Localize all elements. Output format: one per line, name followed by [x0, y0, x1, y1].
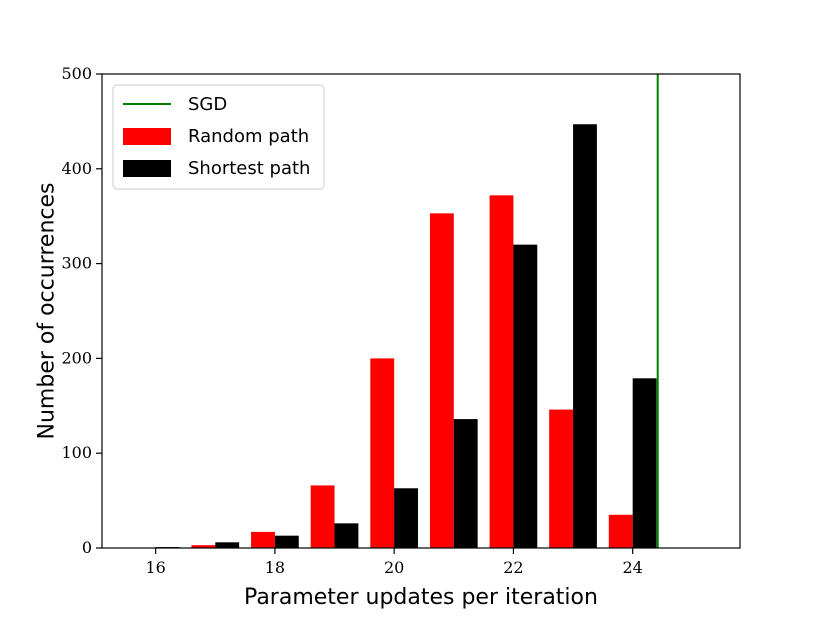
- shortest-path-bar: [632, 378, 657, 548]
- random-path-bar: [608, 514, 633, 548]
- x-tick-label: 24: [622, 558, 642, 577]
- shortest-path-bar: [573, 124, 597, 548]
- y-tick-label: 400: [61, 159, 92, 178]
- x-tick-label: 16: [145, 558, 165, 577]
- shortest-path-bar: [513, 244, 538, 548]
- random-path-bar: [370, 358, 395, 548]
- legend-shortest-path-swatch: [123, 160, 171, 177]
- shortest-path-bar: [453, 419, 478, 548]
- x-tick-label: 22: [503, 558, 523, 577]
- y-tick-label: 300: [61, 254, 92, 273]
- plot-frame: [101, 73, 741, 549]
- y-tick-label: 200: [61, 348, 92, 367]
- random-path-bar: [191, 545, 216, 548]
- random-path-bar: [489, 195, 514, 548]
- shortest-path-bar: [274, 535, 299, 548]
- y-tick-label: 100: [61, 443, 92, 462]
- legend: SGD Random path Shortest path: [112, 84, 325, 190]
- bars-layer: [155, 124, 657, 548]
- shortest-path-bar: [334, 523, 359, 548]
- legend-sgd-label: SGD: [188, 94, 227, 115]
- x-axis-label: Parameter updates per iteration: [244, 585, 598, 610]
- legend-random-path-label: Random path: [188, 126, 309, 147]
- random-path-bar: [251, 531, 275, 548]
- x-axis-ticks: 16 18 20 22 24: [145, 548, 643, 577]
- y-axis-ticks: 0 100 200 300 400 500: [61, 64, 102, 557]
- legend-shortest-path-label: Shortest path: [188, 158, 310, 179]
- random-path-bar: [429, 213, 454, 548]
- y-axis-label: Number of occurrences: [35, 183, 60, 440]
- y-tick-label: 500: [61, 64, 92, 83]
- x-tick-label: 20: [384, 558, 404, 577]
- random-path-bar: [549, 409, 574, 548]
- legend-random-path-swatch: [123, 128, 171, 145]
- x-tick-label: 18: [265, 558, 285, 577]
- shortest-path-bar: [215, 542, 240, 548]
- shortest-path-bar: [394, 488, 419, 548]
- random-path-bar: [310, 485, 335, 548]
- y-tick-label: 0: [82, 538, 92, 557]
